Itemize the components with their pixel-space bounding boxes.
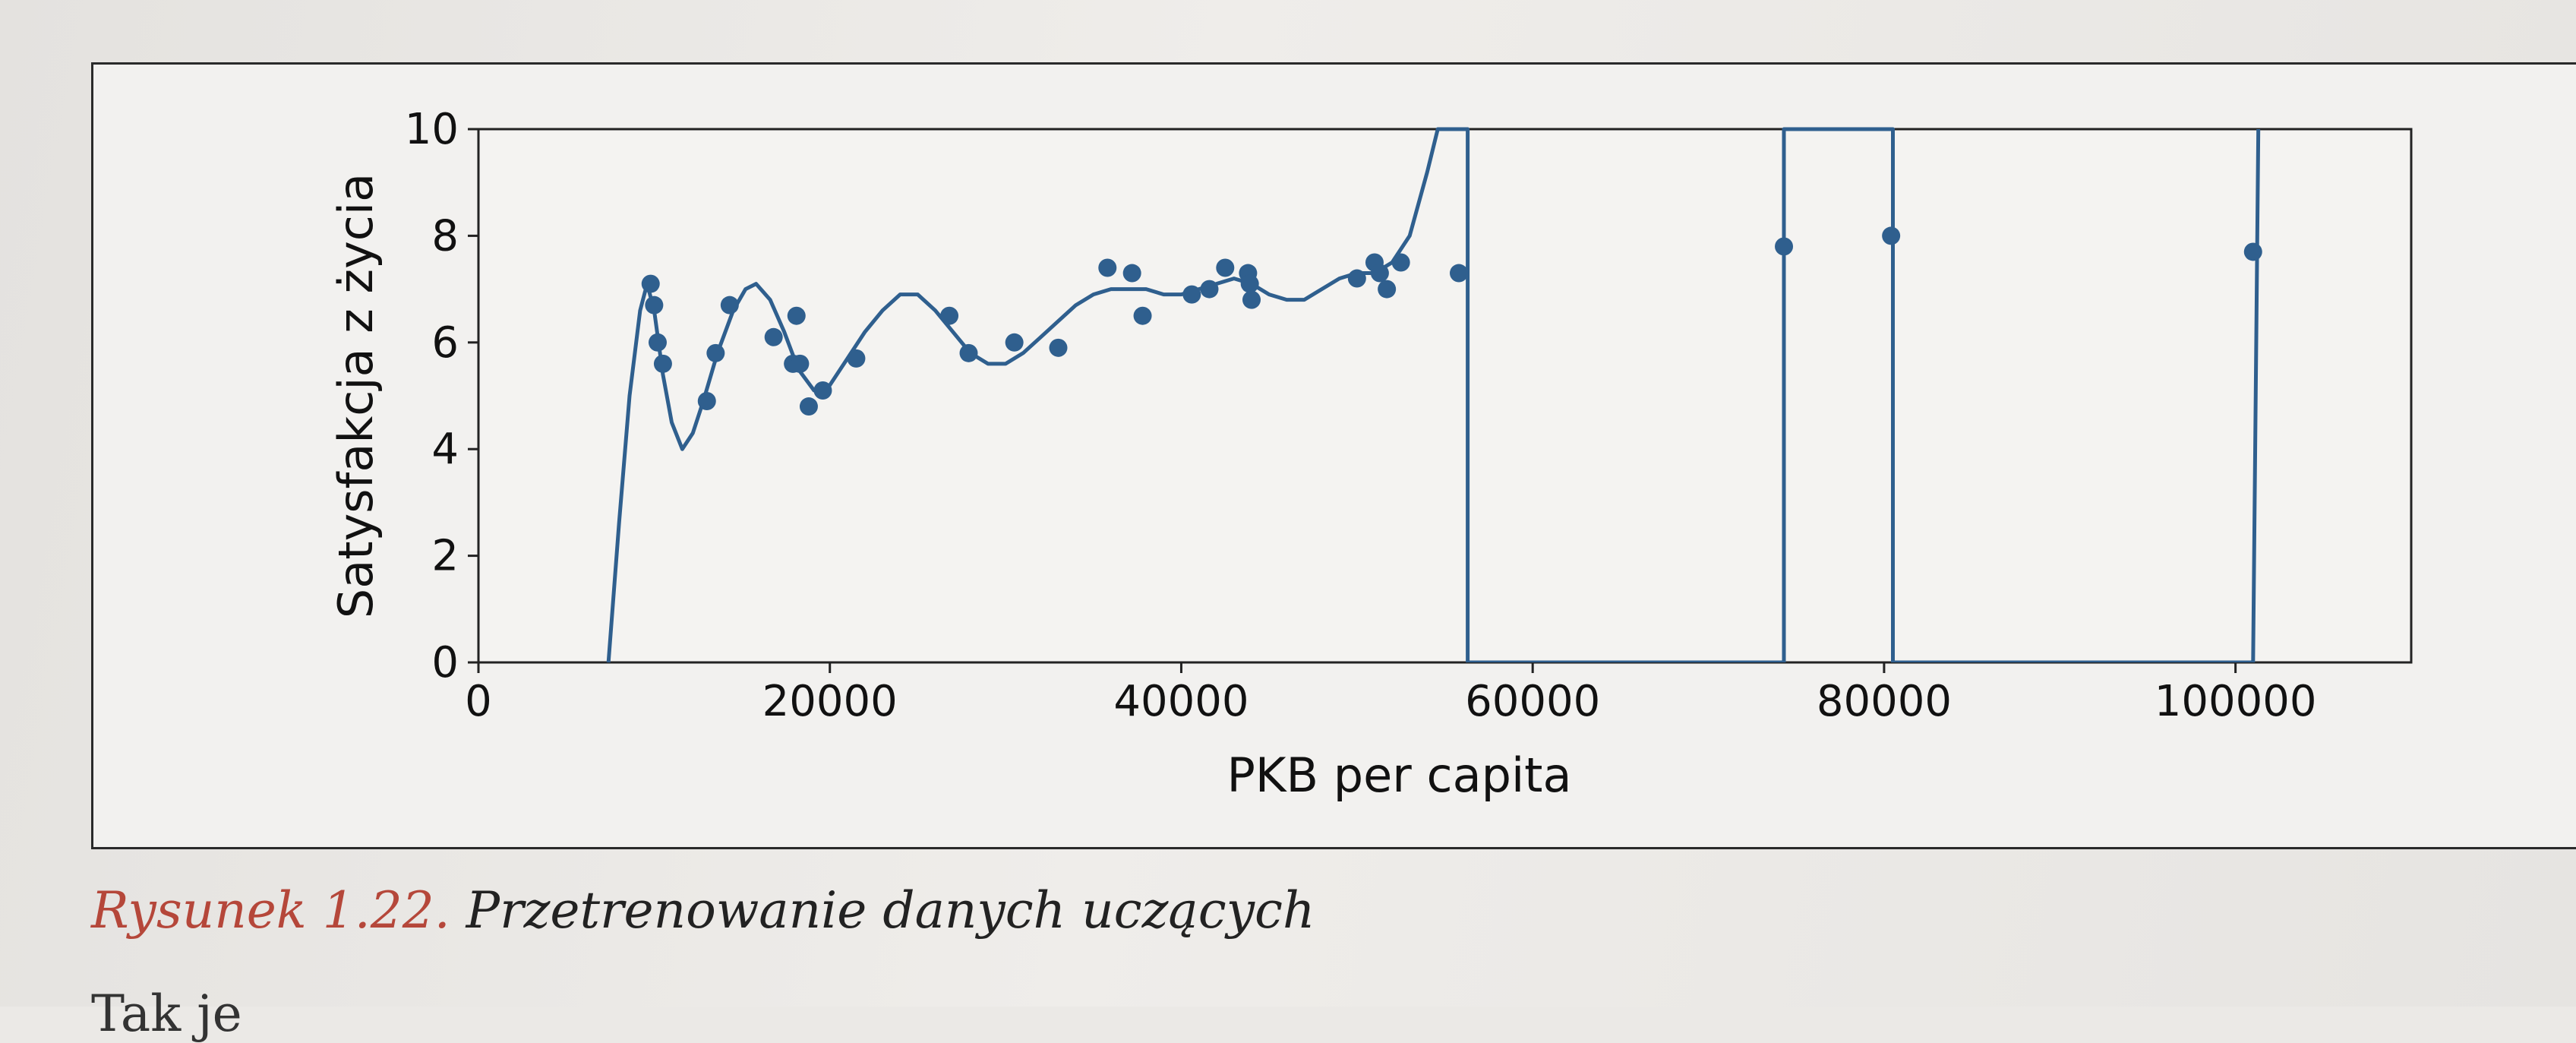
data-point — [1370, 264, 1389, 283]
x-tick-label: 100000 — [2155, 677, 2317, 726]
data-point — [1775, 237, 1794, 256]
y-tick-label: 6 — [431, 318, 459, 368]
caption-label: Rysunek 1.22. — [91, 881, 450, 940]
data-point — [799, 397, 818, 416]
data-point — [847, 349, 866, 368]
x-tick-label: 20000 — [762, 677, 898, 726]
y-axis-label: Satysfakcja z życia — [328, 173, 384, 618]
data-point — [791, 354, 810, 373]
plot-area — [477, 128, 2413, 664]
data-point — [940, 306, 959, 325]
data-point — [2243, 242, 2262, 261]
x-tick-label: 60000 — [1465, 677, 1600, 726]
data-point — [648, 333, 667, 352]
next-paragraph-fragment: Tak je — [91, 985, 242, 1043]
data-point — [1240, 274, 1259, 293]
data-point — [1182, 285, 1201, 304]
data-point — [1242, 290, 1261, 309]
data-point — [1216, 258, 1235, 277]
data-point — [764, 327, 783, 346]
x-tick-label: 0 — [465, 677, 492, 726]
fitted-curve-line — [606, 127, 2261, 662]
data-point — [1378, 280, 1397, 299]
data-point — [1049, 338, 1068, 357]
chart-axes — [468, 128, 2413, 673]
data-point — [645, 296, 664, 314]
data-point — [641, 274, 660, 293]
data-point — [720, 296, 739, 314]
y-tick-label: 8 — [431, 211, 459, 261]
overfitting-chart: 0 20000 40000 60000 80000 100000 0 2 4 6 8 10 PKB pe… — [328, 105, 2413, 803]
figure-caption: Rysunek 1.22. Przetrenowanie danych uczą… — [91, 881, 1315, 940]
chart-labels: 0 20000 40000 60000 80000 100000 0 2 4 6 8 10 PKB pe… — [328, 105, 2317, 803]
y-tick-label: 2 — [431, 532, 459, 581]
x-axis-label: PKB per capita — [1227, 747, 1572, 803]
data-point — [959, 343, 978, 362]
data-point — [813, 381, 832, 400]
data-point — [1450, 264, 1469, 283]
data-point — [1347, 269, 1366, 288]
data-point — [653, 354, 672, 373]
x-tick-label: 40000 — [1113, 677, 1249, 726]
y-tick-label: 4 — [431, 425, 459, 474]
data-point — [1882, 226, 1901, 245]
data-point — [706, 343, 725, 362]
caption-text: Przetrenowanie danych uczących — [466, 881, 1315, 940]
fitted-curve — [606, 127, 2261, 662]
data-point — [697, 392, 716, 411]
data-point — [1391, 253, 1410, 272]
y-tick-label: 10 — [405, 105, 459, 154]
x-tick-label: 80000 — [1817, 677, 1952, 726]
data-point — [1133, 306, 1152, 325]
y-tick-label: 0 — [431, 638, 459, 687]
data-point — [1122, 264, 1141, 283]
data-point — [1098, 258, 1117, 277]
data-point — [1005, 333, 1024, 352]
data-point — [1200, 280, 1219, 299]
data-points — [641, 226, 2262, 416]
data-point — [787, 306, 806, 325]
